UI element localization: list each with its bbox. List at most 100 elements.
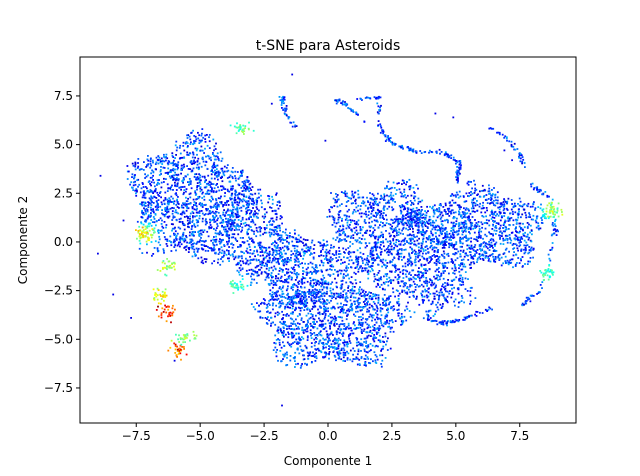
scatter-point xyxy=(418,231,421,234)
scatter-point xyxy=(395,241,398,244)
scatter-point xyxy=(357,209,359,212)
scatter-point xyxy=(408,271,411,274)
scatter-point xyxy=(274,249,277,252)
scatter-point xyxy=(220,258,222,260)
scatter-point xyxy=(339,216,341,219)
scatter-point xyxy=(196,241,199,244)
scatter-point xyxy=(384,273,387,275)
scatter-point xyxy=(324,292,327,295)
scatter-point xyxy=(397,223,399,226)
scatter-point xyxy=(377,209,380,212)
scatter-point xyxy=(372,269,374,272)
scatter-point xyxy=(306,239,309,241)
scatter-point xyxy=(264,228,266,231)
scatter-point xyxy=(142,186,145,188)
scatter-point xyxy=(189,231,191,234)
scatter-point xyxy=(331,281,334,284)
scatter-point xyxy=(190,241,193,243)
scatter-point xyxy=(251,239,254,241)
scatter-point xyxy=(373,324,376,326)
scatter-point xyxy=(347,343,349,345)
scatter-point xyxy=(263,251,266,254)
scatter-point xyxy=(424,216,427,219)
scatter-point xyxy=(329,264,332,267)
scatter-point xyxy=(295,238,298,241)
scatter-point xyxy=(209,224,212,226)
scatter-point xyxy=(302,242,304,244)
scatter-point xyxy=(297,258,300,260)
scatter-point xyxy=(376,241,379,244)
scatter-point xyxy=(271,298,274,300)
scatter-point xyxy=(335,195,338,198)
scatter-point xyxy=(166,205,169,208)
scatter-point xyxy=(287,271,290,274)
scatter-point xyxy=(198,134,201,137)
scatter-point xyxy=(141,204,144,207)
scatter-point xyxy=(187,203,190,205)
scatter-point xyxy=(373,275,376,278)
scatter-point xyxy=(479,236,482,239)
scatter-point xyxy=(151,191,154,193)
scatter-point xyxy=(414,224,417,227)
scatter-point xyxy=(305,271,308,274)
scatter-point xyxy=(343,349,346,352)
scatter-point xyxy=(290,343,293,346)
scatter-point xyxy=(215,238,218,241)
scatter-point xyxy=(369,265,372,268)
scatter-point xyxy=(402,233,404,235)
scatter-point xyxy=(362,321,364,324)
scatter-point xyxy=(194,191,197,194)
scatter-point xyxy=(147,174,149,177)
scatter-point xyxy=(364,291,367,293)
scatter-point xyxy=(154,185,156,188)
scatter-point xyxy=(505,201,507,203)
scatter-point xyxy=(486,209,488,212)
scatter-point xyxy=(172,164,175,167)
scatter-point xyxy=(411,250,414,253)
scatter-point xyxy=(168,175,171,178)
scatter-point xyxy=(407,258,409,261)
scatter-point xyxy=(332,296,335,298)
scatter-point xyxy=(409,260,412,263)
scatter-point xyxy=(291,277,293,279)
scatter-point xyxy=(407,242,410,244)
scatter-point xyxy=(306,330,309,333)
scatter-point xyxy=(231,213,234,216)
scatter-point xyxy=(146,187,148,190)
scatter-point xyxy=(228,237,230,239)
scatter-point xyxy=(166,208,169,210)
scatter-point xyxy=(345,265,348,268)
scatter-point xyxy=(198,173,200,176)
scatter-point xyxy=(269,234,271,236)
scatter-point xyxy=(339,316,342,319)
scatter-point xyxy=(329,289,332,292)
scatter-point xyxy=(330,206,332,208)
scatter-point xyxy=(195,214,198,217)
scatter-point xyxy=(144,209,147,211)
scatter-point xyxy=(290,325,292,327)
scatter-point xyxy=(198,230,201,232)
scatter-point xyxy=(285,228,287,231)
scatter-point xyxy=(359,326,362,329)
scatter-point xyxy=(226,221,229,223)
scatter-point xyxy=(219,263,222,266)
scatter-point xyxy=(416,239,419,242)
scatter-point xyxy=(290,301,293,304)
scatter-point xyxy=(176,201,179,203)
scatter-point xyxy=(385,248,388,251)
scatter-point xyxy=(285,260,287,263)
scatter-point xyxy=(366,346,368,349)
scatter-point xyxy=(277,238,280,241)
scatter-point xyxy=(177,243,180,246)
scatter-point xyxy=(304,292,307,294)
scatter-point xyxy=(493,187,495,189)
scatter-point xyxy=(154,190,157,193)
scatter-point xyxy=(379,198,382,200)
scatter-point xyxy=(300,240,303,243)
scatter-point xyxy=(303,281,306,284)
scatter-point xyxy=(282,353,284,356)
scatter-point xyxy=(390,319,393,322)
scatter-point xyxy=(330,345,333,348)
scatter-point xyxy=(166,238,169,241)
scatter-point xyxy=(392,248,395,251)
